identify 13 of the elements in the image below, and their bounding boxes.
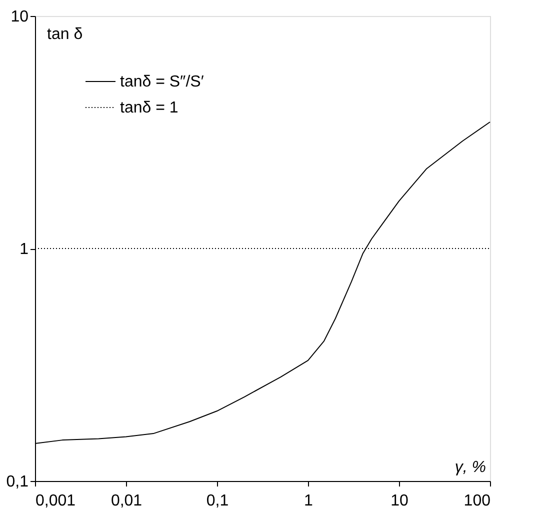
x-tick-label: 0,1: [206, 492, 229, 510]
x-tick-label: 10: [390, 492, 408, 510]
legend-label: tanδ = S″/S′: [120, 74, 204, 90]
x-tick-label: 0,01: [110, 492, 142, 510]
y-tick-label: 1: [20, 241, 29, 258]
y-tick-label: 10: [10, 8, 29, 26]
x-tick-label: 1: [304, 492, 314, 510]
x-tick-label: 100: [464, 492, 491, 510]
x-axis-title: γ, %: [454, 459, 486, 476]
y-axis-title: tan δ: [47, 26, 83, 43]
legend-label: tanδ = 1: [120, 100, 178, 116]
y-tick-label: 0,1: [6, 474, 29, 490]
x-tick-label: 0,001: [36, 492, 76, 510]
